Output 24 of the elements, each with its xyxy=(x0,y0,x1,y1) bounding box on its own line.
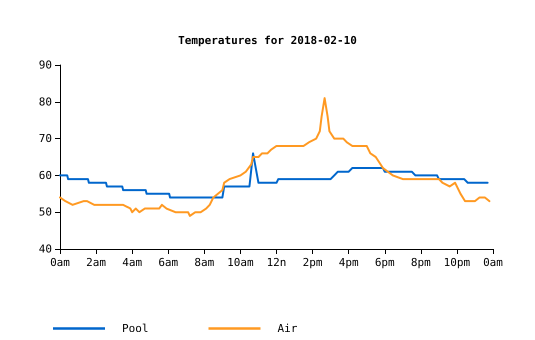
x-tick-label: 8am xyxy=(194,256,215,269)
x-tick-label: 6pm xyxy=(374,256,396,269)
y-tick-label: 70 xyxy=(38,132,52,146)
y-tick-label: 50 xyxy=(38,206,52,219)
legend-label: Air xyxy=(277,322,298,335)
x-tick-label: 2am xyxy=(86,256,106,269)
line-series xyxy=(59,152,489,198)
y-tick-label: 90 xyxy=(38,58,52,72)
x-tick-label: 4am xyxy=(122,256,142,269)
x-tick-label: 0am xyxy=(483,256,504,269)
x-tick-label: 10am xyxy=(227,256,254,269)
x-tick-label: 8pm xyxy=(410,256,432,269)
x-tick-label: 10pm xyxy=(444,256,471,269)
y-tick-label: 40 xyxy=(38,242,52,256)
x-tick-label: 4pm xyxy=(338,256,359,269)
x-tick-label: 0am xyxy=(50,256,70,269)
line-series xyxy=(59,97,490,217)
x-tick-label: 2pm xyxy=(302,256,323,269)
y-tick-label: 60 xyxy=(38,168,52,182)
legend-label: Pool xyxy=(122,322,148,335)
x-tick-label: 6am xyxy=(158,256,179,269)
chart-title: Temperatures for 2018-02-10 xyxy=(178,34,357,47)
y-tick-label: 80 xyxy=(38,95,52,108)
x-tick-label: 12n xyxy=(266,256,286,269)
